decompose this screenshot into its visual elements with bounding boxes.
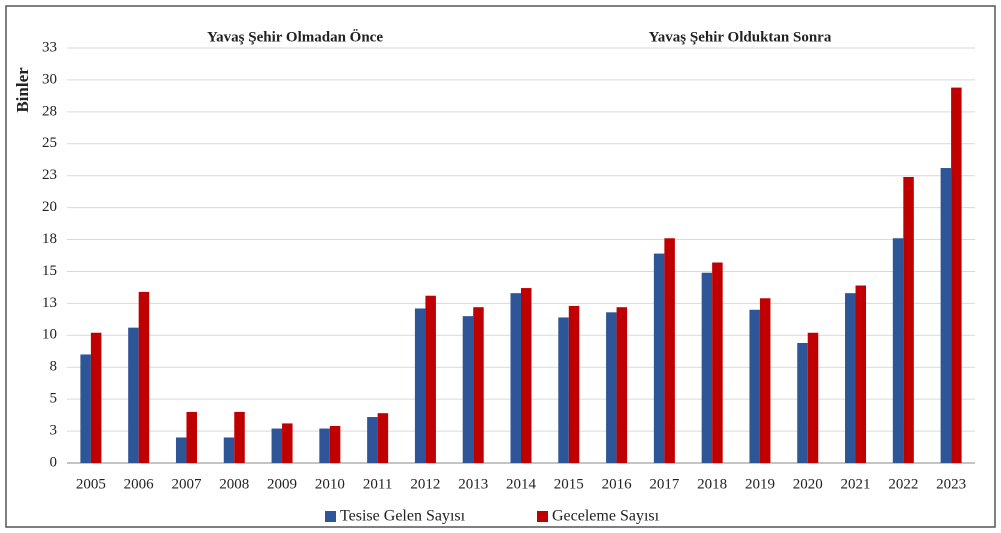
y-tick-label: 10 [42,327,57,343]
bar [712,262,723,463]
bar [175,437,187,463]
bar [759,298,771,463]
x-tick-label: 2017 [649,476,680,492]
bar [367,417,378,463]
legend-label: Geceleme Sayısı [552,508,660,525]
y-tick-label: 0 [50,454,58,470]
bar [462,316,474,463]
legend-swatch [325,511,336,522]
bar [855,285,867,463]
bar [521,288,532,463]
bar [234,411,245,463]
bar [282,423,293,463]
x-tick-label: 2013 [458,476,488,492]
bar [186,411,197,463]
y-tick-label: 8 [50,359,58,375]
annotation: Yavaş Şehir Olmadan Önce [207,28,383,45]
bar [616,307,628,463]
bar [510,293,521,463]
bar [568,305,580,463]
bar [664,238,675,463]
x-tick-label: 2014 [506,476,537,492]
bar [807,332,819,463]
bar [653,253,665,463]
bar [892,238,904,463]
y-tick-label: 30 [42,71,57,87]
x-tick-label: 2007 [171,476,202,492]
bar [701,272,713,463]
x-tick-label: 2009 [267,476,297,492]
y-tick-label: 20 [42,199,57,215]
x-tick-label: 2018 [697,476,727,492]
y-tick-label: 28 [42,103,57,119]
y-tick-label: 5 [50,391,58,407]
bar [797,342,808,463]
y-tick-label: 18 [42,231,57,247]
bar [223,437,235,463]
y-tick-label: 13 [42,295,57,311]
x-tick-label: 2005 [76,476,106,492]
x-tick-label: 2016 [602,476,633,492]
bar [90,332,102,463]
x-tick-label: 2012 [410,476,440,492]
chart-border [5,5,996,528]
bar [377,413,389,463]
bar [558,317,569,463]
x-tick-label: 2008 [219,476,249,492]
y-tick-label: 25 [42,135,57,151]
bar [473,307,484,463]
x-tick-label: 2019 [745,476,775,492]
x-tick-label: 2015 [554,476,584,492]
x-tick-label: 2023 [936,476,966,492]
y-tick-label: 33 [42,39,57,55]
x-tick-label: 2011 [363,476,392,492]
bar [128,327,139,463]
bar [940,168,952,463]
y-axis-label: Binler [13,67,32,113]
y-tick-label: 23 [42,167,57,183]
x-tick-label: 2020 [793,476,823,492]
bar [329,425,341,463]
bar [903,176,914,463]
bar [845,293,856,463]
bar [271,428,283,463]
bar [80,354,91,463]
bar [414,308,426,463]
x-tick-label: 2006 [124,476,155,492]
x-tick-label: 2010 [315,476,345,492]
bar [425,295,436,463]
bar [319,428,330,463]
x-tick-label: 2022 [888,476,918,492]
bar [951,87,962,463]
legend-swatch [537,511,548,522]
bar [606,312,617,463]
y-tick-label: 3 [50,423,58,439]
x-tick-label: 2021 [841,476,871,492]
bar [138,291,150,463]
legend-label: Tesise Gelen Sayısı [340,508,466,525]
annotation: Yavaş Şehir Olduktan Sonra [649,29,832,45]
y-tick-label: 15 [42,263,57,279]
bar [749,309,760,463]
